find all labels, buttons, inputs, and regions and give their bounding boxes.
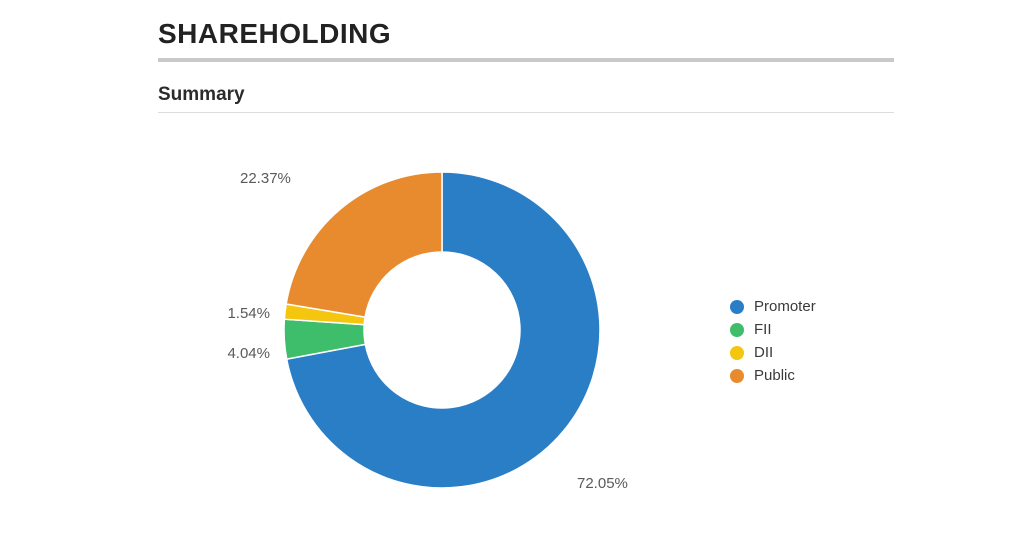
legend-dot-icon [730,323,744,337]
slice-label-fii: 4.04% [220,345,270,362]
legend-dot-icon [730,300,744,314]
slice-label-promoter: 72.05% [577,475,628,492]
legend-item-fii: FII [730,321,816,338]
legend-label: DII [754,344,773,361]
legend-label: Promoter [754,298,816,315]
page-title: SHAREHOLDING [158,18,894,50]
chart-area: 72.05% 4.04% 1.54% 22.37% Promoter FII D… [0,130,1024,538]
donut-chart: 72.05% 4.04% 1.54% 22.37% [262,150,622,510]
subtitle-divider [158,112,894,113]
title-divider [158,58,894,62]
slice-label-public: 22.37% [240,170,291,187]
slice-label-dii: 1.54% [220,305,270,322]
donut-svg [262,150,622,510]
legend-dot-icon [730,369,744,383]
legend-item-public: Public [730,367,816,384]
legend-dot-icon [730,346,744,360]
legend-item-dii: DII [730,344,816,361]
chart-legend: Promoter FII DII Public [730,298,816,390]
section-subtitle: Summary [158,84,894,106]
legend-item-promoter: Promoter [730,298,816,315]
legend-label: FII [754,321,772,338]
donut-slice-public[interactable] [286,172,442,317]
legend-label: Public [754,367,795,384]
